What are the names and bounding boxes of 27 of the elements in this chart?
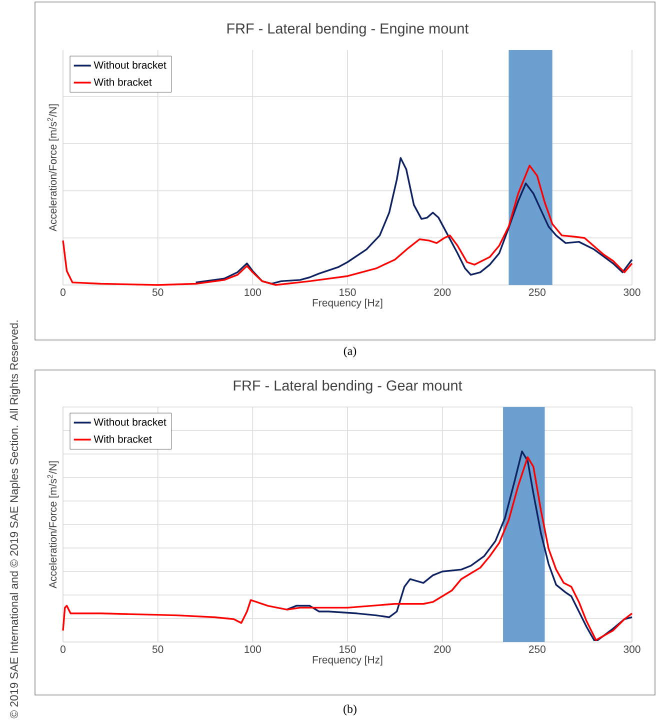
x-tick-label: 100 xyxy=(244,646,261,653)
chart-title: FRF - Lateral bending - Engine mount xyxy=(227,23,469,36)
x-tick-label: 150 xyxy=(340,646,356,653)
x-tick-label: 250 xyxy=(528,288,546,296)
x-tick-label: 200 xyxy=(434,646,451,653)
x-tick-label: 0 xyxy=(60,646,66,653)
chart-title: FRF - Lateral bending - Gear mount xyxy=(234,380,462,394)
text: © 2019 SAE International and © 2019 SAE Naples Section. All Rights Reserved. xyxy=(10,320,20,718)
text: (a) xyxy=(344,346,356,358)
y-axis-title: Acceleration/Force [m/s$^{2}$/N] xyxy=(47,461,59,588)
x-tick-label: 100 xyxy=(244,288,261,296)
y-axis-title: Acceleration/Force [m/s$^{2}$/N] xyxy=(47,104,59,232)
x-tick-label: 200 xyxy=(434,288,451,296)
x-tick-label: 50 xyxy=(152,288,164,296)
x-tick-label: 250 xyxy=(528,646,546,653)
legend-label: With bracket xyxy=(94,78,152,86)
text: (b) xyxy=(344,704,356,716)
x-axis-title: Frequency [Hz] xyxy=(312,656,382,666)
x-axis-title: Frequency [Hz] xyxy=(312,298,382,309)
legend-label: Without bracket xyxy=(94,418,166,426)
legend-label: Without bracket xyxy=(94,61,166,69)
legend-label: With bracket xyxy=(94,435,152,443)
x-tick-label: 50 xyxy=(152,646,164,653)
x-tick-label: 300 xyxy=(624,288,640,296)
x-tick-label: 0 xyxy=(60,288,66,296)
x-tick-label: 300 xyxy=(624,646,640,653)
x-tick-label: 150 xyxy=(340,288,356,296)
